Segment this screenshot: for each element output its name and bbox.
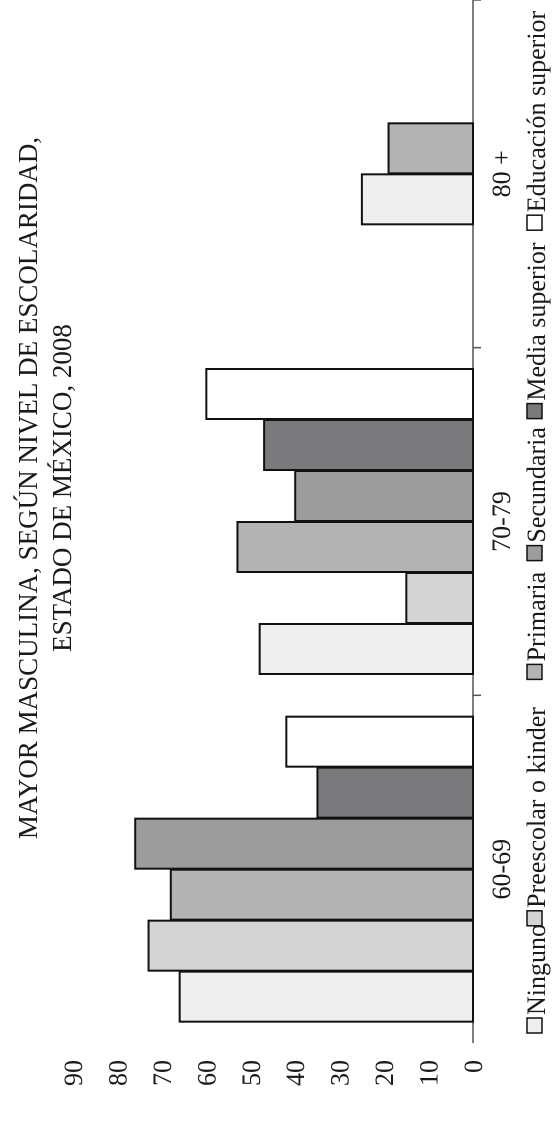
legend: Ninguno Preescolar o kinder Primaria Secund… [522, 10, 551, 1034]
category-label: 60-69 [487, 839, 516, 900]
chart-title-line-2: ESTADO DE MÉXICO, 2008 [47, 324, 77, 652]
bar-ninguno [360, 173, 474, 226]
bar-educación-superior [205, 368, 474, 420]
bar-primaria [236, 521, 474, 573]
chart-title-line-1: MAYOR MASCULINA, SEGÚN NIVEL DE ESCOLARI… [13, 137, 43, 839]
bar-preescolar-o-kinder [147, 919, 475, 972]
legend-swatch [526, 663, 543, 681]
bar-educación-superior [285, 715, 475, 768]
bar-secundaria [134, 817, 474, 870]
value-tick-label: 10 [415, 1060, 444, 1086]
value-tick-label: 80 [103, 1060, 132, 1086]
bar-preescolar-o-kinder [405, 572, 475, 624]
legend-swatch [526, 402, 543, 420]
value-tick-label: 0 [459, 1060, 488, 1073]
bar-primaria [169, 868, 474, 921]
legend-swatch [526, 544, 543, 562]
value-tick-label: 50 [237, 1060, 266, 1086]
bar-ninguno [258, 623, 474, 675]
chart-title: MAYOR MASCULINA, SEGÚN NIVEL DE ESCOLARI… [13, 137, 77, 839]
bar-media-superior [316, 766, 475, 819]
bar-primaria [387, 122, 474, 175]
legend-label: Preescolar o kinder [522, 707, 551, 908]
legend-label: Educación superior [522, 10, 551, 212]
value-tick-label: 30 [326, 1060, 355, 1086]
bar-media-superior [263, 419, 474, 471]
bar-ninguno [178, 970, 475, 1023]
value-tick-label: 90 [59, 1060, 88, 1086]
legend-swatch [526, 910, 543, 927]
legend-label: Primaria [522, 571, 551, 661]
value-tick-label: 70 [148, 1060, 177, 1086]
legend-swatch [526, 1017, 543, 1034]
value-tick-label: 40 [281, 1060, 310, 1086]
legend-label: Secundaria [522, 427, 551, 543]
legend-swatch [526, 214, 543, 231]
chart-rotated-group: MAYOR MASCULINA, SEGÚN NIVEL DE ESCOLARI… [13, 0, 551, 1086]
legend-label: Ninguno [522, 924, 551, 1015]
legend-label: Media superior [522, 242, 551, 400]
plot-area: 0 10 20 30 40 50 60 70 80 90 60-69 70-79 80 + [59, 0, 516, 1086]
category-label: 80 + [487, 150, 516, 197]
bar-secundaria [294, 470, 474, 522]
value-tick-label: 20 [370, 1060, 399, 1086]
value-tick-label: 60 [192, 1060, 221, 1086]
category-label: 70-79 [487, 491, 516, 552]
